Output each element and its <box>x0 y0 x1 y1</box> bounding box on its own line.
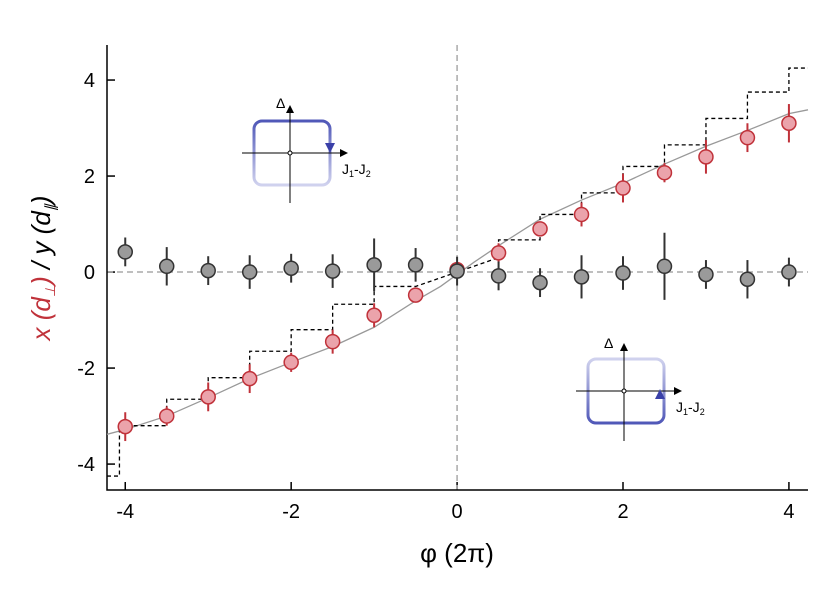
point <box>158 258 175 275</box>
point <box>283 260 299 276</box>
point <box>739 129 756 146</box>
y-tick-label: 0 <box>84 262 95 284</box>
point <box>200 389 216 405</box>
point <box>449 263 465 279</box>
point <box>615 180 631 196</box>
part: 2 <box>366 169 371 179</box>
inset-label: J1-J2 <box>676 399 705 417</box>
part: ∥ <box>42 203 58 211</box>
y-tick-label: -2 <box>77 358 95 380</box>
point <box>241 264 258 280</box>
part: x (d <box>26 296 56 343</box>
part: 1 <box>683 407 688 417</box>
y-tick-label: -4 <box>77 454 95 476</box>
point <box>573 206 590 223</box>
point <box>656 258 673 275</box>
part: ) <box>26 276 56 288</box>
x-tick-label: -2 <box>282 501 300 523</box>
point <box>656 164 673 181</box>
origin <box>287 150 293 156</box>
point <box>490 245 507 261</box>
point <box>532 274 548 291</box>
point <box>698 266 714 283</box>
origin <box>621 388 627 394</box>
point <box>200 262 216 279</box>
part: / y (d <box>26 210 56 277</box>
point <box>781 115 797 131</box>
point <box>158 408 175 424</box>
inset-label: Δ <box>604 335 613 351</box>
point <box>781 264 797 280</box>
point <box>117 244 134 260</box>
axes <box>106 45 808 491</box>
x-tick-label: 0 <box>452 501 463 523</box>
y-tick-label: 2 <box>84 166 95 188</box>
point <box>366 307 382 324</box>
point <box>241 370 258 387</box>
inset: Δ J1-J2 <box>242 95 371 203</box>
point <box>324 333 341 350</box>
arrow-head <box>325 143 335 153</box>
point <box>615 265 631 281</box>
part: ) <box>26 196 56 208</box>
x-tick-label: -4 <box>116 501 134 523</box>
point <box>324 263 341 279</box>
y-axis-label: x (d⊥) / y (d∥) <box>26 196 58 343</box>
point <box>532 221 548 237</box>
arrow-head <box>286 105 294 113</box>
part: J <box>342 161 349 177</box>
inset-label: Δ <box>276 95 285 111</box>
x-tick-label: 4 <box>783 501 794 523</box>
y-tick-label: 4 <box>84 70 95 92</box>
point <box>490 268 507 284</box>
point <box>366 257 382 273</box>
x-tick-label: 2 <box>617 501 628 523</box>
arrow-head <box>340 149 348 157</box>
part: 2 <box>700 407 705 417</box>
part: -J <box>354 161 366 177</box>
part: J <box>676 399 683 415</box>
point <box>698 149 714 165</box>
arrow-head <box>620 343 628 351</box>
arrow-head <box>674 387 682 395</box>
point <box>407 257 424 273</box>
part: -J <box>688 399 700 415</box>
point <box>117 418 134 435</box>
part: ⊥ <box>42 285 58 297</box>
point <box>573 269 590 285</box>
point <box>283 354 299 371</box>
x-axis-label: φ (2π) <box>420 538 494 568</box>
part: 1 <box>349 169 354 179</box>
point <box>407 287 424 303</box>
point <box>739 271 756 288</box>
inset: Δ J1-J2 <box>576 335 705 441</box>
inset-label: J1-J2 <box>342 161 371 179</box>
arrow-head <box>655 389 665 399</box>
